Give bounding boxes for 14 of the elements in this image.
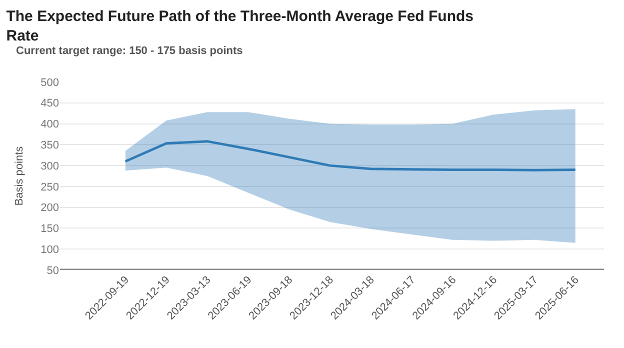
chart-subtitle: Current target range: 150 - 175 basis points	[16, 45, 243, 57]
y-tick-label: 100	[40, 244, 59, 256]
y-axis-title: Basis points	[13, 146, 26, 206]
y-tick-label: 50	[46, 264, 59, 277]
y-tick-label: 150	[40, 223, 59, 236]
line-series	[124, 140, 577, 172]
y-tick-label: 350	[40, 140, 59, 152]
chart-title: The Expected Future Path of the Three-Month Average Fed Funds Rate	[6, 8, 474, 44]
y-tick-label: 400	[40, 118, 59, 131]
y-tick-label: 300	[40, 160, 59, 172]
y-tick-label: 250	[40, 181, 59, 194]
y-tick-label: 450	[40, 98, 59, 110]
y-tick-label: 200	[40, 202, 59, 214]
y-tick-label: 500	[40, 76, 59, 89]
